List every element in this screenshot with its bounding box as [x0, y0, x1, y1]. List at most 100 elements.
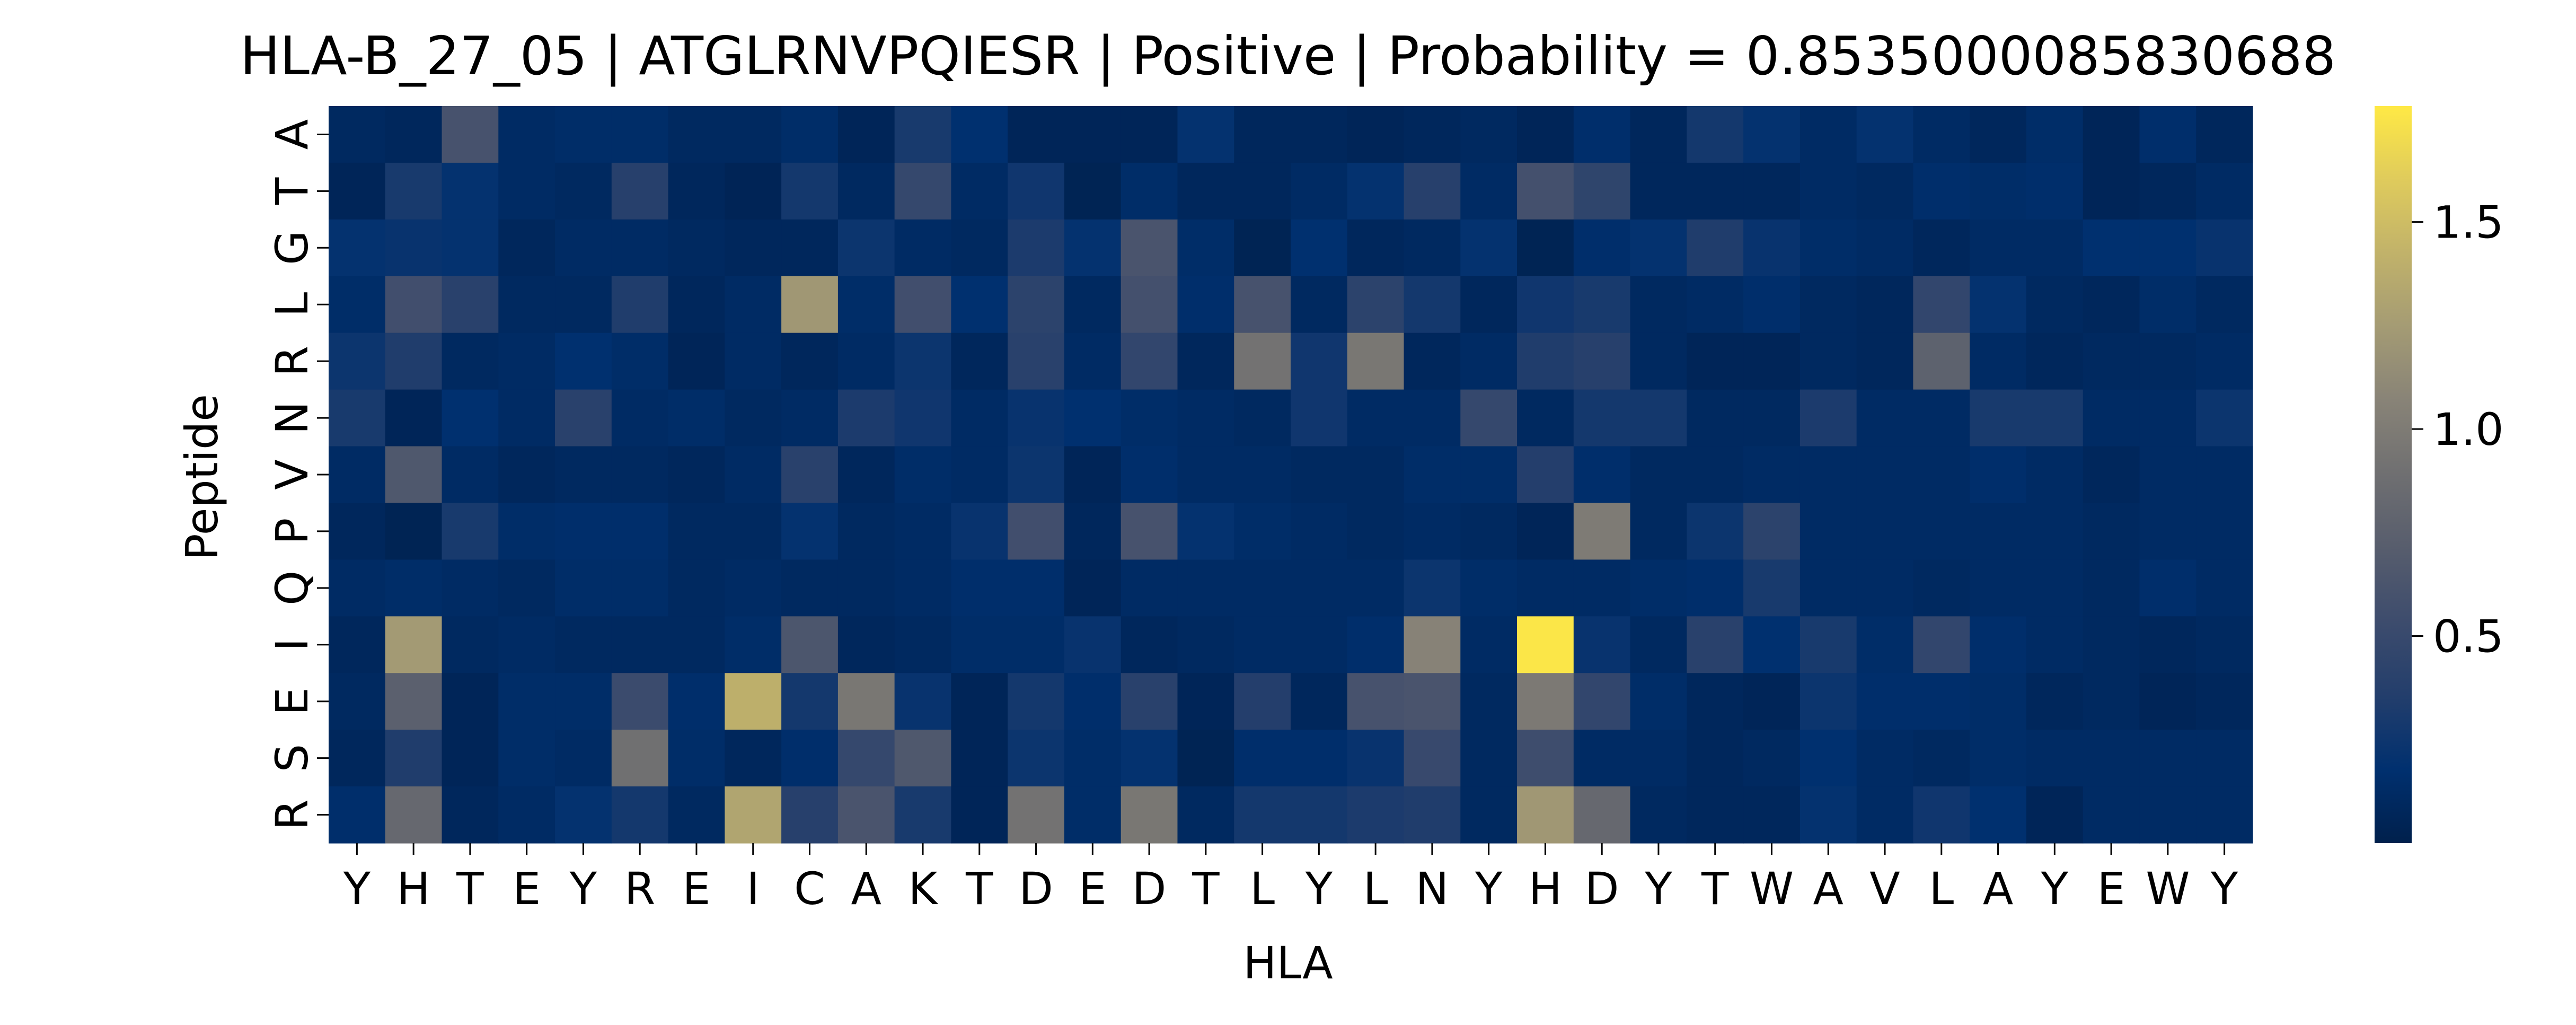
heatmap-cell	[1291, 559, 1348, 617]
heatmap-cell	[329, 389, 386, 447]
heatmap-cell	[2083, 219, 2140, 277]
heatmap-cell	[1008, 559, 1065, 617]
heatmap-cell	[1799, 559, 1857, 617]
heatmap-cell	[442, 389, 499, 447]
heatmap-cell	[668, 162, 725, 220]
heatmap-cell	[1460, 446, 1518, 504]
heatmap-cell	[894, 389, 952, 447]
heatmap-cell	[1573, 276, 1631, 334]
heatmap-cell	[1630, 276, 1687, 334]
heatmap-cell	[329, 616, 386, 673]
heatmap-cell	[1234, 559, 1291, 617]
heatmap-cell	[837, 276, 895, 334]
heatmap-cell	[725, 503, 782, 560]
heatmap-cell	[611, 446, 669, 504]
heatmap-cell	[555, 276, 612, 334]
x-tick-label: T	[456, 863, 484, 915]
heatmap-cell	[725, 673, 782, 730]
heatmap-cell	[442, 106, 499, 163]
heatmap-cell	[951, 616, 1008, 673]
heatmap-cell	[1177, 730, 1234, 787]
heatmap-cell	[555, 503, 612, 560]
heatmap-cell	[1404, 219, 1461, 277]
heatmap-cell	[1687, 786, 1744, 844]
heatmap-cell	[2196, 616, 2253, 673]
heatmap-cell	[1856, 730, 1914, 787]
heatmap-cell	[1177, 446, 1234, 504]
x-tick-label: A	[851, 863, 881, 915]
heatmap-cell	[1799, 219, 1857, 277]
heatmap-cell	[1064, 332, 1122, 390]
colorbar-tick-label: 1.0	[2433, 404, 2504, 455]
heatmap-cell	[781, 616, 839, 673]
heatmap-cell	[668, 559, 725, 617]
heatmap-cell	[894, 786, 952, 844]
heatmap-cell	[2139, 786, 2196, 844]
heatmap-cell	[1573, 786, 1631, 844]
heatmap-cell	[1291, 219, 1348, 277]
heatmap-cell	[668, 446, 725, 504]
heatmap-cell	[329, 786, 386, 844]
heatmap-cell	[1687, 389, 1744, 447]
heatmap-cell	[1347, 389, 1405, 447]
heatmap-cell	[2083, 786, 2140, 844]
heatmap-cell	[2026, 786, 2084, 844]
heatmap-cell	[725, 162, 782, 220]
x-tick-label: T	[965, 863, 993, 915]
heatmap-cell	[1234, 786, 1291, 844]
heatmap-cell	[1460, 219, 1518, 277]
heatmap-cell	[2139, 389, 2196, 447]
heatmap-cell	[1177, 276, 1234, 334]
heatmap-cell	[1177, 673, 1234, 730]
heatmap-cell	[1121, 730, 1178, 787]
heatmap-cell	[1856, 616, 1914, 673]
heatmap-cell	[1630, 389, 1687, 447]
heatmap-cell	[1630, 673, 1687, 730]
heatmap-cell	[1517, 503, 1574, 560]
heatmap-cell	[1177, 559, 1234, 617]
heatmap-cell	[1347, 673, 1405, 730]
heatmap-cell	[329, 276, 386, 334]
heatmap-cell	[2139, 673, 2196, 730]
chart-title: HLA-B_27_05 | ATGLRNVPQIESR | Positive |…	[240, 25, 2336, 87]
heatmap-cell	[1460, 332, 1518, 390]
y-tick-label: Q	[266, 571, 318, 606]
heatmap-cell	[555, 730, 612, 787]
heatmap-cell	[2083, 503, 2140, 560]
x-tick-label: V	[1869, 863, 1900, 915]
heatmap-cell	[668, 786, 725, 844]
heatmap-cell	[1913, 503, 1970, 560]
heatmap-cell	[1799, 503, 1857, 560]
x-tick-label: D	[1132, 863, 1167, 915]
heatmap-cell	[781, 559, 839, 617]
x-tick-label: T	[1192, 863, 1220, 915]
heatmap-cell	[1234, 162, 1291, 220]
heatmap-cell	[385, 219, 443, 277]
heatmap-cell	[668, 276, 725, 334]
colorbar	[2375, 106, 2412, 843]
heatmap-cell	[1517, 446, 1574, 504]
heatmap-cell	[1687, 616, 1744, 673]
heatmap-cell	[1743, 559, 1801, 617]
heatmap-cell	[2196, 332, 2253, 390]
x-tick-label: T	[1701, 863, 1729, 915]
heatmap-cell	[2026, 332, 2084, 390]
heatmap-cell	[1687, 503, 1744, 560]
heatmap-cell	[442, 276, 499, 334]
heatmap-cell	[1404, 673, 1461, 730]
heatmap-cell	[1856, 786, 1914, 844]
heatmap-cell	[1064, 276, 1122, 334]
heatmap-cell	[1970, 730, 2027, 787]
heatmap-cell	[1121, 503, 1178, 560]
heatmap-cell	[2139, 503, 2196, 560]
heatmap-cell	[1404, 446, 1461, 504]
heatmap-cell	[1799, 673, 1857, 730]
heatmap-cell	[894, 673, 952, 730]
heatmap-cell	[2083, 730, 2140, 787]
heatmap-cell	[2083, 162, 2140, 220]
heatmap-cell	[442, 673, 499, 730]
heatmap-cell	[329, 162, 386, 220]
heatmap-cell	[951, 162, 1008, 220]
heatmap-cell	[611, 786, 669, 844]
